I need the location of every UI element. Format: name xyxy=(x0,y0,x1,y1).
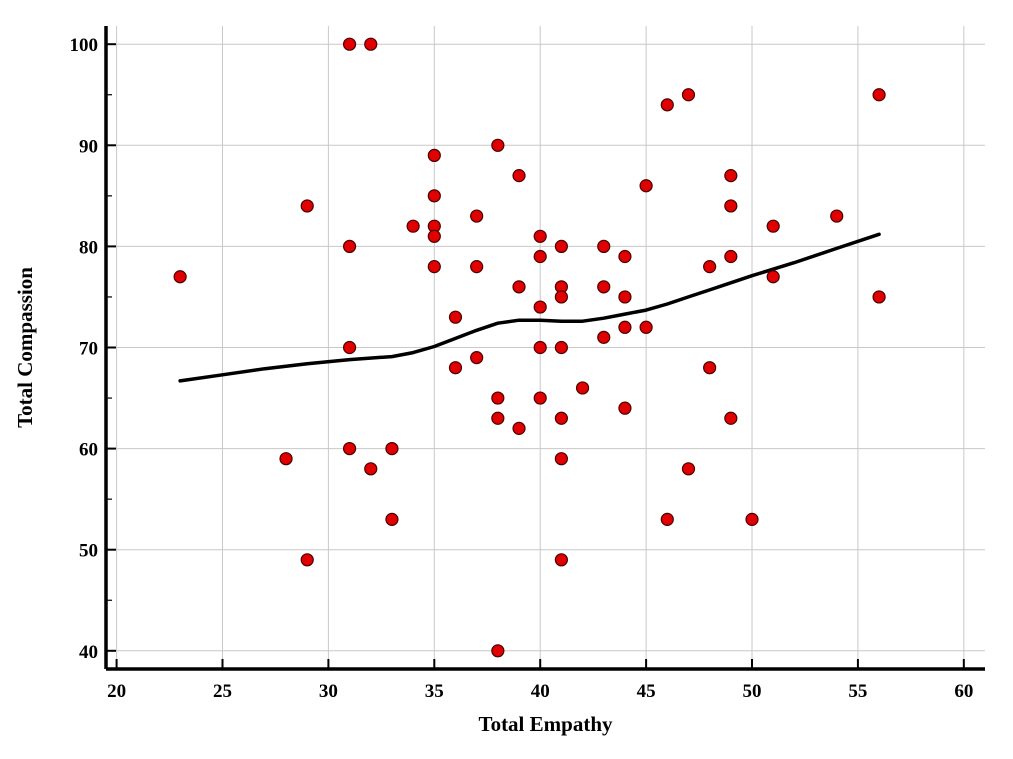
data-point xyxy=(681,462,696,476)
y-tick-labels: 40 50 60 70 80 90 100 xyxy=(70,35,99,663)
y-tick-label: 90 xyxy=(79,136,98,157)
data-point xyxy=(448,310,463,324)
data-point xyxy=(342,442,357,456)
data-point xyxy=(639,320,653,334)
data-point xyxy=(342,340,357,355)
data-point xyxy=(554,553,568,567)
data-point xyxy=(766,270,780,284)
data-point xyxy=(406,219,420,233)
data-point xyxy=(427,189,441,203)
data-point xyxy=(554,239,568,253)
data-point xyxy=(554,411,568,425)
data-point xyxy=(427,260,441,274)
data-point xyxy=(173,270,187,284)
y-tick-label: 50 xyxy=(79,541,98,562)
data-point xyxy=(724,169,738,183)
data-point xyxy=(724,249,738,264)
x-tick-label: 45 xyxy=(637,681,656,702)
data-point xyxy=(342,239,357,253)
y-tick-label: 100 xyxy=(70,35,99,56)
y-tick-label: 80 xyxy=(79,237,98,258)
data-point xyxy=(533,229,547,243)
data-point xyxy=(724,199,738,213)
data-point xyxy=(512,169,526,183)
data-point xyxy=(830,209,844,223)
data-point xyxy=(618,401,632,415)
data-point xyxy=(766,219,780,233)
data-point xyxy=(342,37,357,51)
data-point xyxy=(364,462,378,476)
data-point xyxy=(427,229,441,243)
data-point xyxy=(660,512,674,526)
y-tick-label: 70 xyxy=(79,339,98,360)
x-tick-label: 55 xyxy=(848,681,867,702)
smoothed-trend-line xyxy=(178,232,881,383)
x-tick-label: 25 xyxy=(213,681,232,702)
data-point xyxy=(427,148,441,163)
data-point xyxy=(448,361,463,375)
data-point xyxy=(660,98,674,112)
data-point xyxy=(533,340,547,355)
y-axis-title: Total Compassion xyxy=(13,267,37,428)
data-point xyxy=(597,280,611,294)
data-point xyxy=(470,209,484,223)
data-point xyxy=(470,351,484,365)
data-point xyxy=(554,290,568,304)
tick-marks xyxy=(106,43,965,669)
data-point xyxy=(554,340,568,355)
data-point xyxy=(639,179,653,193)
data-point xyxy=(385,442,399,456)
x-tick-label: 20 xyxy=(107,681,126,702)
data-point xyxy=(872,88,886,102)
data-point xyxy=(681,88,696,102)
x-tick-label: 35 xyxy=(425,681,444,702)
x-tick-label: 40 xyxy=(531,681,550,702)
x-tick-label: 50 xyxy=(743,681,762,702)
data-point xyxy=(597,330,611,344)
data-point xyxy=(512,421,526,435)
x-tick-labels: 20 25 30 35 40 45 50 55 60 xyxy=(107,681,973,702)
data-point xyxy=(491,411,505,425)
data-point xyxy=(618,320,632,334)
x-axis-title: Total Empathy xyxy=(478,712,613,736)
data-points xyxy=(173,37,886,658)
x-tick-label: 60 xyxy=(954,681,973,702)
data-point xyxy=(512,280,526,294)
data-point xyxy=(364,37,378,51)
data-point xyxy=(575,381,590,395)
y-tick-label: 60 xyxy=(79,440,98,461)
data-point xyxy=(745,512,759,526)
data-point xyxy=(533,391,547,405)
data-point xyxy=(703,260,717,274)
data-point xyxy=(491,644,505,658)
data-point xyxy=(533,249,547,264)
y-tick-label: 40 xyxy=(79,642,98,663)
data-point xyxy=(703,361,717,375)
data-point xyxy=(279,452,293,466)
data-point xyxy=(300,199,314,213)
data-point xyxy=(385,512,399,526)
data-point xyxy=(597,239,611,253)
data-point xyxy=(554,452,568,466)
data-point xyxy=(724,411,738,425)
data-point xyxy=(533,300,547,314)
data-point xyxy=(470,260,484,274)
data-point xyxy=(618,249,632,264)
data-point xyxy=(491,138,505,152)
x-tick-label: 30 xyxy=(319,681,338,702)
data-point xyxy=(491,391,505,405)
data-point xyxy=(618,290,632,304)
data-point xyxy=(300,553,314,567)
data-point xyxy=(872,290,886,304)
